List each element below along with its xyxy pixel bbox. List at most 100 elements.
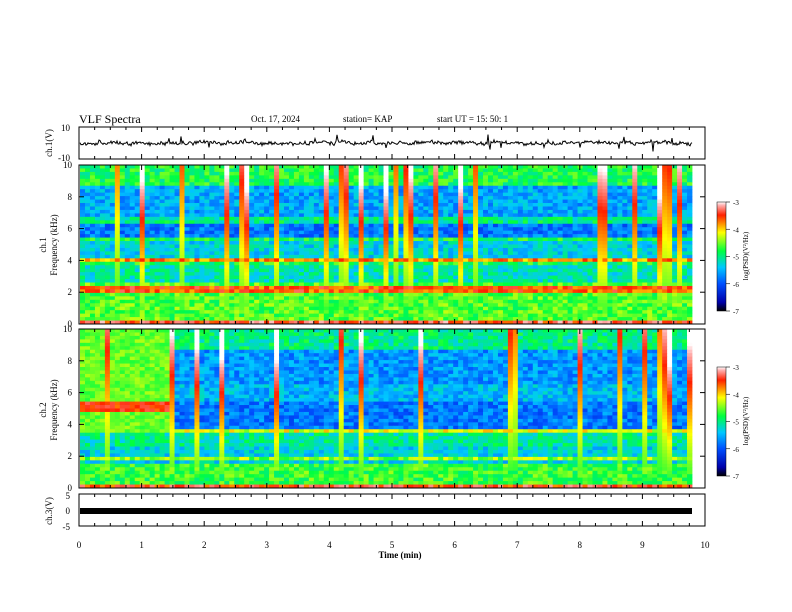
spectrogram-cell <box>84 230 91 235</box>
spectrogram-cell <box>80 189 86 194</box>
spectrogram-cell <box>114 209 121 214</box>
spectrogram-cell <box>398 289 404 294</box>
spectrogram-cell <box>418 289 424 294</box>
spectrogram-cell <box>587 196 593 200</box>
spectrogram-cell <box>547 285 554 290</box>
spectrogram-cell <box>254 209 260 214</box>
spectrogram-cell <box>438 282 444 287</box>
spectrogram-cell <box>607 168 613 173</box>
spectrogram-cell <box>284 220 290 225</box>
spectrogram-cell <box>199 234 205 238</box>
spectrogram-cell <box>592 292 598 297</box>
spectrogram-cell <box>597 178 603 183</box>
spectrogram-cell <box>418 178 424 183</box>
spectrogram-cell <box>468 175 474 180</box>
spectrogram-cell <box>274 285 280 290</box>
spectrogram-cell <box>463 165 469 169</box>
spectrogram-cell <box>199 289 205 294</box>
spectrogram-cell <box>587 241 593 245</box>
spectrogram-cell <box>547 168 554 173</box>
spectrogram-cell <box>159 220 165 225</box>
spectrogram-cell <box>458 234 464 238</box>
spectrogram-cell <box>612 182 618 187</box>
spectrogram-cell <box>274 251 280 256</box>
spectrogram-cell <box>179 258 185 263</box>
spectrogram-cell <box>632 185 638 190</box>
spectrogram-cell <box>652 209 658 214</box>
spectrogram-cell <box>328 171 335 176</box>
spectrogram-cell <box>119 289 126 294</box>
spectrogram-cell <box>274 178 280 183</box>
spectrogram-cell <box>174 285 180 290</box>
spectrogram-cell <box>368 165 374 169</box>
spectrogram-cell <box>403 220 409 225</box>
spectrogram-cell <box>114 254 121 259</box>
spectrogram-cell <box>124 189 131 194</box>
spectrogram-cell <box>418 199 424 204</box>
spectrogram-cell <box>234 213 240 218</box>
spectrogram-cell <box>288 203 295 207</box>
spectrogram-cell <box>597 261 603 266</box>
spectrogram-cell <box>622 227 628 232</box>
spectrogram-cell <box>144 185 151 190</box>
spectrogram-cell <box>547 237 554 242</box>
spectrogram-cell <box>443 192 449 197</box>
spectrogram-cell <box>622 213 628 218</box>
spectrogram-cell <box>154 220 161 225</box>
spectrogram-cell <box>393 206 399 211</box>
spectrogram-cell <box>662 258 668 263</box>
spectrogram-cell <box>239 230 245 235</box>
spectrogram-cell <box>577 261 583 266</box>
spectrogram-cell <box>189 241 195 245</box>
spectrogram-cell <box>328 213 335 218</box>
spectrogram-cell <box>338 178 345 183</box>
spectrogram-cell <box>363 285 369 290</box>
spectrogram-cell <box>517 171 524 176</box>
spectrogram-cell <box>592 285 598 290</box>
spectrogram-cell <box>99 206 106 211</box>
spectrogram-cell <box>388 171 394 176</box>
spectrogram-cell <box>169 261 175 266</box>
spectrogram-cell <box>642 258 648 263</box>
spectrogram-cell <box>109 244 116 249</box>
spectrogram-cell <box>134 206 141 211</box>
spectrogram-cell <box>453 203 459 207</box>
spectrogram-cell <box>139 247 146 252</box>
spectrogram-cell <box>408 178 414 183</box>
spectrogram-cell <box>443 296 449 301</box>
spectrogram-cell <box>94 244 101 249</box>
spectrogram-cell <box>443 237 449 242</box>
spectrogram-cell <box>453 237 459 242</box>
spectrogram-cell <box>542 213 549 218</box>
spectrogram-cell <box>308 299 315 304</box>
spectrogram-cell <box>308 168 315 173</box>
spectrogram-cell <box>607 237 613 242</box>
spectrogram-cell <box>353 285 360 290</box>
spectrogram-cell <box>94 261 101 266</box>
spectrogram-cell <box>114 265 121 270</box>
spectrogram-cell <box>259 292 265 297</box>
spectrogram-cell <box>249 185 255 190</box>
spectrogram-cell <box>423 279 429 283</box>
spectrogram-cell <box>468 165 474 169</box>
spectrogram-cell <box>288 213 295 218</box>
spectrogram-cell <box>249 171 255 176</box>
spectrogram-cell <box>378 289 384 294</box>
spectrogram-cell <box>189 185 195 190</box>
spectrogram-cell <box>677 265 683 270</box>
spectrogram-cell <box>234 258 240 263</box>
spectrogram-cell <box>652 275 658 280</box>
spectrogram-cell <box>119 182 126 187</box>
spectrogram-cell <box>264 185 270 190</box>
spectrogram-cell <box>264 247 270 252</box>
spectrogram-cell <box>408 244 414 249</box>
spectrogram-cell <box>627 261 633 266</box>
spectrogram-cell <box>657 178 663 183</box>
spectrogram-cell <box>298 178 305 183</box>
spectrogram-cell <box>219 292 225 297</box>
spectrogram-cell <box>94 272 101 277</box>
spectrogram-cell <box>119 275 126 280</box>
spectrogram-cell <box>264 272 270 277</box>
spectrogram-cell <box>204 282 210 287</box>
spectrogram-cell <box>632 299 638 304</box>
